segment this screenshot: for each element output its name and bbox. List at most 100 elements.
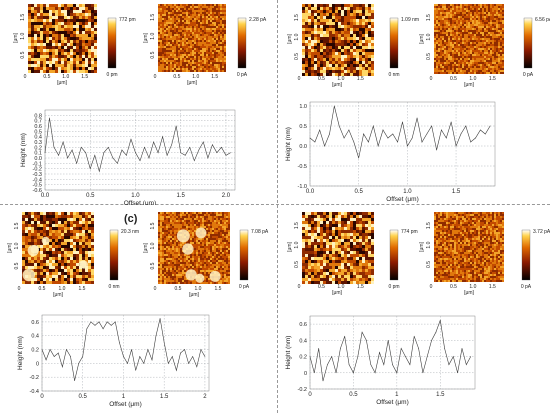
data-point (230, 152, 231, 153)
y-tick-label: 0.2 (299, 355, 307, 361)
y-tick-label: 1.0 (299, 104, 307, 110)
scale-min-label: 0 pA (523, 72, 534, 78)
data-point (46, 360, 47, 361)
image-y-tick: 1.5 (150, 222, 156, 229)
x-tick-label: 0.5 (355, 189, 364, 195)
data-point (466, 364, 467, 365)
data-point (221, 147, 222, 148)
data-point (318, 348, 319, 349)
data-point (90, 168, 91, 169)
image-y-tick: 0.5 (14, 262, 20, 269)
data-point (446, 138, 447, 139)
data-point (99, 171, 100, 172)
image-origin-tick: 0 (154, 286, 157, 292)
x-tick-label: 1.0 (403, 189, 412, 195)
y-tick-label: 0 (304, 371, 307, 377)
image-y-unit: [μm] (143, 32, 149, 42)
data-point (465, 126, 466, 127)
data-point (152, 360, 153, 361)
image-y-tick: 0.5 (426, 53, 432, 60)
data-point (457, 372, 458, 373)
data-point (470, 142, 471, 143)
data-point (188, 363, 189, 364)
data-point (196, 366, 197, 367)
data-point (62, 366, 63, 367)
x-tick-label: 1.5 (452, 189, 461, 195)
data-point (392, 134, 393, 135)
x-tick-label: 1 (122, 394, 126, 400)
image-origin-tick: 0 (298, 76, 301, 82)
image-y-tick: 1.0 (426, 241, 432, 248)
data-point (172, 356, 173, 357)
afm-height-image (302, 4, 374, 76)
image-x-tick: 0.5 (173, 74, 180, 80)
data-point (66, 349, 67, 350)
data-point (139, 356, 140, 357)
scale-max-label: 1.09 nm (401, 17, 419, 23)
image-x-unit: [μm] (53, 292, 63, 298)
data-point (201, 349, 202, 350)
data-point (126, 155, 127, 156)
scale-min-label: 0 pA (237, 72, 248, 78)
data-point (226, 155, 227, 156)
data-point (441, 130, 442, 131)
image-x-tick: 0.5 (39, 286, 46, 292)
scale-max-label: 6.56 pA (535, 17, 550, 23)
data-point (462, 348, 463, 349)
x-tick-label: 0.0 (41, 193, 50, 199)
scale-min-label: 0 pm (106, 72, 117, 78)
data-point (67, 158, 68, 159)
data-point (383, 130, 384, 131)
data-point (158, 152, 159, 153)
data-point (185, 155, 186, 156)
data-point (81, 147, 82, 148)
image-origin-tick: 0 (18, 286, 21, 292)
image-y-tick: 0.5 (20, 51, 26, 58)
x-tick-label: 1.5 (177, 193, 186, 199)
afm-height-image (22, 212, 94, 284)
data-point (54, 356, 55, 357)
plot-frame (310, 102, 495, 186)
x-axis-label: Offset (μm) (124, 200, 157, 205)
data-point (117, 163, 118, 164)
image-y-unit: [μm] (419, 241, 425, 251)
data-point (436, 150, 437, 151)
color-scale-bar (238, 18, 246, 68)
x-tick-label: 0.5 (79, 394, 88, 400)
image-x-tick: 1.5 (357, 76, 364, 82)
image-y-unit: [μm] (287, 241, 293, 251)
data-point (410, 364, 411, 365)
data-point (45, 152, 46, 153)
image-x-tick: 1.5 (357, 284, 364, 290)
data-point (449, 364, 450, 365)
data-point (49, 118, 50, 119)
data-point (336, 372, 337, 373)
data-point (353, 142, 354, 143)
data-point (168, 363, 169, 364)
data-point (349, 130, 350, 131)
data-point (140, 160, 141, 161)
data-point (63, 142, 64, 143)
data-point (470, 356, 471, 357)
data-point (344, 138, 345, 139)
image-y-tick: 0.5 (150, 51, 156, 58)
data-point (436, 332, 437, 333)
data-point (331, 356, 332, 357)
y-tick-label: 0.0 (299, 144, 307, 150)
data-point (131, 139, 132, 140)
x-tick-label: 2.0 (222, 193, 231, 199)
data-point (485, 134, 486, 135)
image-y-unit: [μm] (7, 242, 13, 252)
data-point (135, 152, 136, 153)
data-point (392, 364, 393, 365)
data-point (164, 342, 165, 343)
data-point (329, 134, 330, 135)
data-point (54, 147, 55, 148)
x-tick-label: 0.0 (306, 189, 315, 195)
plot-frame (310, 316, 475, 389)
image-y-unit: [μm] (419, 33, 425, 43)
data-point (192, 356, 193, 357)
scale-max-label: 772 pm (119, 17, 136, 23)
data-point (153, 142, 154, 143)
